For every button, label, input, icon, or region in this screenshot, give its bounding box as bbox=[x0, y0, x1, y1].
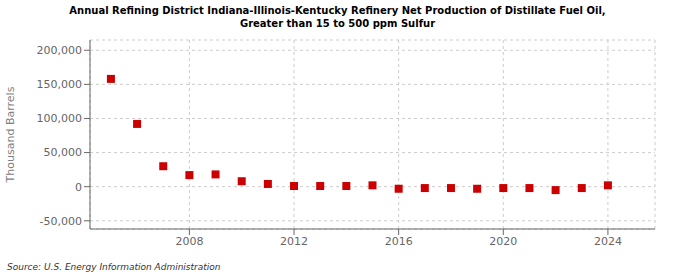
svg-text:200,000: 200,000 bbox=[37, 44, 83, 57]
svg-text:-50,000: -50,000 bbox=[40, 215, 82, 228]
html-text:Greater than 15 to 500 ppm Sul: Greater than 15 to 500 ppm Sulfur bbox=[239, 18, 436, 29]
html-text:Source: U.S. Energy Informatio: Source: U.S. Energy Information Administ… bbox=[7, 262, 221, 272]
svg-text:50,000: 50,000 bbox=[44, 146, 83, 159]
svg-text:100,000: 100,000 bbox=[37, 112, 83, 125]
svg-text:150,000: 150,000 bbox=[37, 78, 83, 91]
svg-text:2008: 2008 bbox=[175, 235, 203, 248]
svg-text:Thousand Barrels: Thousand Barrels bbox=[8, 86, 17, 183]
svg-text:2020: 2020 bbox=[489, 235, 517, 248]
svg-text:2024: 2024 bbox=[594, 235, 622, 248]
svg-text:0: 0 bbox=[75, 181, 82, 194]
svg-text:2016: 2016 bbox=[385, 235, 413, 248]
svg-text:2012: 2012 bbox=[280, 235, 308, 248]
html-text:Annual Refining District India: Annual Refining District Indiana-Illinoi… bbox=[69, 5, 606, 16]
